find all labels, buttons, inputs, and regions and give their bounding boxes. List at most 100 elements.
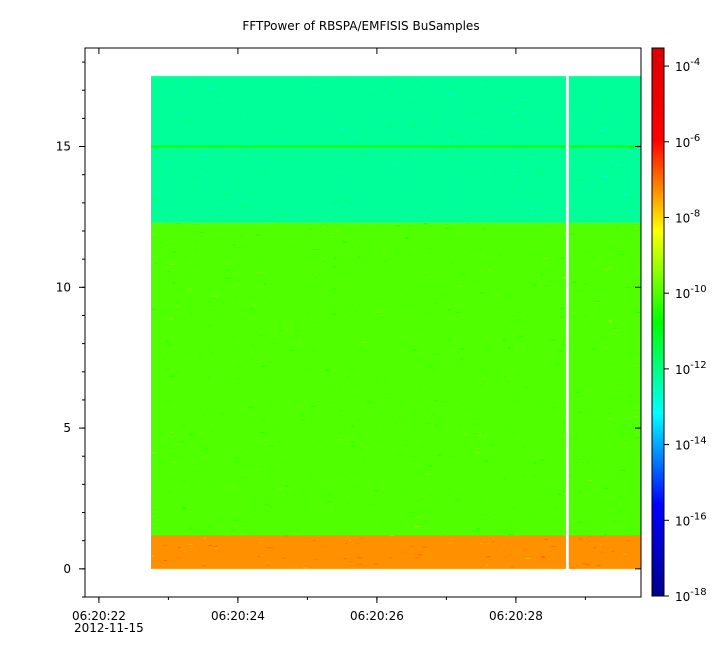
noise-speck [578, 538, 583, 540]
noise-speck [304, 202, 309, 203]
noise-speck [507, 427, 512, 429]
noise-speck [632, 151, 637, 153]
noise-speck [409, 254, 412, 255]
noise-speck [324, 194, 329, 196]
colorbar-tick-base: 10 [675, 439, 690, 453]
noise-speck [167, 429, 170, 431]
noise-speck [509, 500, 514, 502]
noise-speck [450, 94, 455, 96]
noise-speck [449, 224, 452, 226]
noise-speck [518, 318, 521, 320]
noise-speck [410, 545, 415, 547]
noise-speck [165, 368, 170, 370]
noise-speck [333, 189, 337, 191]
noise-speck [422, 483, 425, 485]
noise-speck [491, 169, 496, 171]
noise-speck [478, 384, 483, 386]
noise-speck [491, 540, 495, 542]
noise-speck [371, 309, 376, 311]
noise-speck [452, 257, 457, 259]
colorbar-tick-label: 10-4 [675, 57, 700, 74]
noise-speck [195, 542, 201, 544]
noise-speck [551, 407, 555, 409]
colorbar-tick-label: 10-16 [675, 511, 707, 528]
noise-speck [166, 343, 172, 345]
noise-speck [432, 150, 435, 151]
noise-speck [353, 537, 357, 539]
noise-speck [488, 370, 492, 372]
noise-speck [242, 205, 247, 207]
noise-speck [588, 215, 593, 217]
noise-speck [318, 163, 322, 165]
noise-speck [457, 424, 461, 426]
noise-speck [587, 170, 590, 172]
noise-speck [523, 361, 528, 363]
noise-speck [488, 519, 492, 521]
noise-speck [321, 426, 324, 428]
noise-speck [229, 287, 233, 289]
noise-speck [541, 556, 545, 558]
noise-speck [327, 288, 330, 290]
noise-speck [352, 95, 356, 97]
noise-speck [294, 219, 300, 221]
noise-speck [438, 455, 442, 457]
noise-speck [578, 537, 582, 538]
noise-speck [632, 404, 637, 406]
noise-speck [440, 226, 443, 227]
noise-speck [518, 335, 523, 337]
noise-speck [315, 500, 321, 502]
noise-speck [592, 418, 597, 420]
noise-speck [540, 555, 545, 557]
noise-speck [206, 262, 212, 264]
noise-speck [518, 256, 523, 258]
noise-speck [574, 520, 578, 522]
noise-speck [412, 349, 418, 351]
noise-speck [299, 477, 304, 479]
noise-speck [202, 565, 206, 567]
noise-speck [608, 181, 613, 183]
noise-speck [513, 507, 518, 509]
noise-speck [394, 215, 398, 216]
noise-speck [196, 483, 200, 485]
noise-speck [208, 499, 211, 501]
spectrogram-line-features [151, 145, 641, 148]
noise-speck [398, 548, 402, 550]
noise-speck [503, 478, 507, 480]
noise-speck [327, 120, 331, 122]
noise-speck [633, 228, 639, 230]
noise-speck [546, 356, 549, 358]
noise-speck [412, 153, 416, 155]
noise-speck [439, 86, 442, 88]
noise-speck [554, 228, 559, 230]
noise-speck [371, 95, 375, 97]
noise-speck [421, 182, 425, 184]
noise-speck [544, 539, 548, 541]
noise-speck [319, 407, 322, 409]
noise-speck [481, 517, 486, 519]
colorbar-tick-exponent: -14 [690, 436, 706, 447]
noise-speck [449, 490, 454, 492]
colorbar-tick-exponent: -16 [690, 511, 706, 522]
noise-speck [311, 349, 315, 351]
noise-speck [212, 99, 217, 101]
noise-speck [182, 507, 187, 509]
noise-speck [263, 172, 268, 174]
noise-speck [428, 225, 432, 227]
noise-speck [336, 230, 339, 232]
noise-speck [173, 450, 177, 452]
noise-speck [322, 409, 325, 411]
noise-speck [215, 149, 219, 151]
noise-speck [189, 544, 193, 545]
noise-speck [425, 136, 430, 138]
noise-speck [331, 313, 336, 315]
noise-speck [358, 256, 361, 258]
noise-speck [626, 380, 632, 382]
noise-speck [172, 107, 176, 109]
noise-speck [239, 335, 243, 337]
noise-speck [349, 203, 354, 205]
noise-speck [293, 493, 297, 495]
noise-speck [285, 268, 289, 270]
noise-speck [608, 319, 612, 321]
noise-speck [269, 487, 272, 489]
noise-speck [359, 449, 363, 451]
